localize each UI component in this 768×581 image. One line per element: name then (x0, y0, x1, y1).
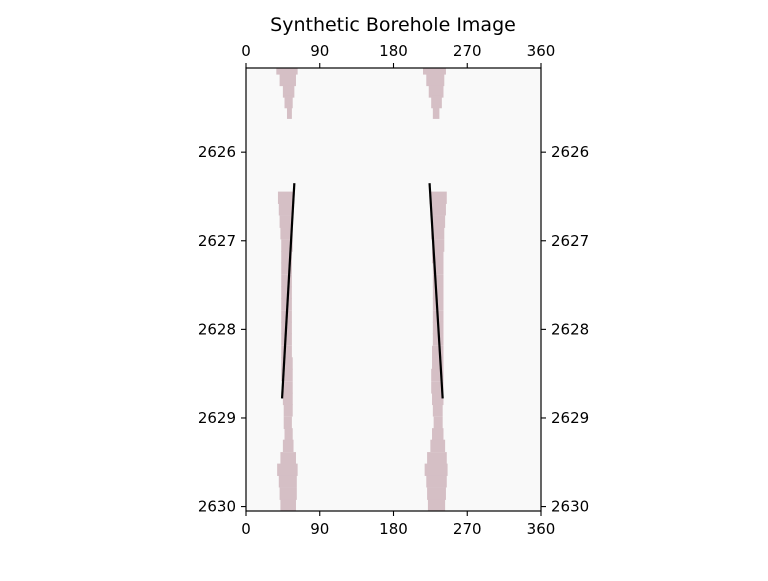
feature-band (284, 417, 292, 429)
feature-band (430, 440, 445, 452)
y-tick-label-left: 2627 (198, 232, 236, 250)
feature-band (278, 192, 294, 204)
y-tick-label-right: 2628 (551, 320, 589, 338)
y-tick-label-right: 2630 (551, 498, 589, 516)
feature-band (426, 74, 444, 86)
feature-band (280, 488, 297, 500)
feature-band (281, 286, 292, 298)
feature-band (280, 74, 296, 86)
plot-area (246, 68, 541, 511)
feature-band (277, 464, 297, 476)
x-tick-label-top: 90 (310, 42, 329, 60)
feature-band (434, 417, 443, 429)
y-tick-label-left: 2628 (198, 320, 236, 338)
x-tick-label-top: 270 (453, 42, 482, 60)
feature-band (430, 203, 446, 215)
feature-band (281, 346, 292, 358)
feature-band (432, 346, 443, 358)
feature-band (283, 393, 293, 405)
feature-band (432, 428, 443, 440)
feature-band (279, 203, 294, 215)
x-tick-label-bottom: 180 (379, 520, 408, 538)
feature-band (283, 440, 294, 452)
feature-band (428, 499, 445, 511)
feature-band (433, 107, 440, 119)
y-tick-label-right: 2627 (551, 232, 589, 250)
feature-band (284, 404, 293, 416)
feature-band (283, 85, 294, 97)
feature-band (276, 68, 297, 75)
feature-band (287, 107, 292, 119)
x-tick-label-top: 180 (379, 42, 408, 60)
feature-band (430, 192, 447, 204)
feature-band (280, 216, 293, 228)
x-tick-label-bottom: 0 (241, 520, 251, 538)
feature-band (427, 488, 446, 500)
feature-band (433, 404, 443, 416)
feature-band (425, 464, 448, 476)
feature-band (423, 68, 446, 75)
x-tick-label-bottom: 270 (453, 520, 482, 538)
feature-band (427, 452, 447, 464)
y-tick-label-left: 2630 (198, 498, 236, 516)
feature-band (280, 499, 296, 511)
y-tick-label-right: 2629 (551, 409, 589, 427)
y-tick-label-left: 2629 (198, 409, 236, 427)
feature-band (281, 275, 292, 287)
feature-band (426, 475, 446, 487)
feature-band (431, 96, 442, 108)
feature-band (285, 96, 293, 108)
chart-title: Synthetic Borehole Image (270, 14, 516, 36)
y-tick-label-left: 2626 (198, 143, 236, 161)
feature-band (279, 475, 297, 487)
feature-band (433, 286, 444, 298)
feature-band (429, 85, 444, 97)
x-tick-label-top: 360 (527, 42, 556, 60)
x-tick-label-bottom: 360 (527, 520, 556, 538)
x-tick-label-bottom: 90 (310, 520, 329, 538)
feature-band (285, 428, 293, 440)
y-tick-label-right: 2626 (551, 143, 589, 161)
x-tick-label-top: 0 (241, 42, 251, 60)
feature-band (431, 216, 445, 228)
feature-band (280, 452, 296, 464)
